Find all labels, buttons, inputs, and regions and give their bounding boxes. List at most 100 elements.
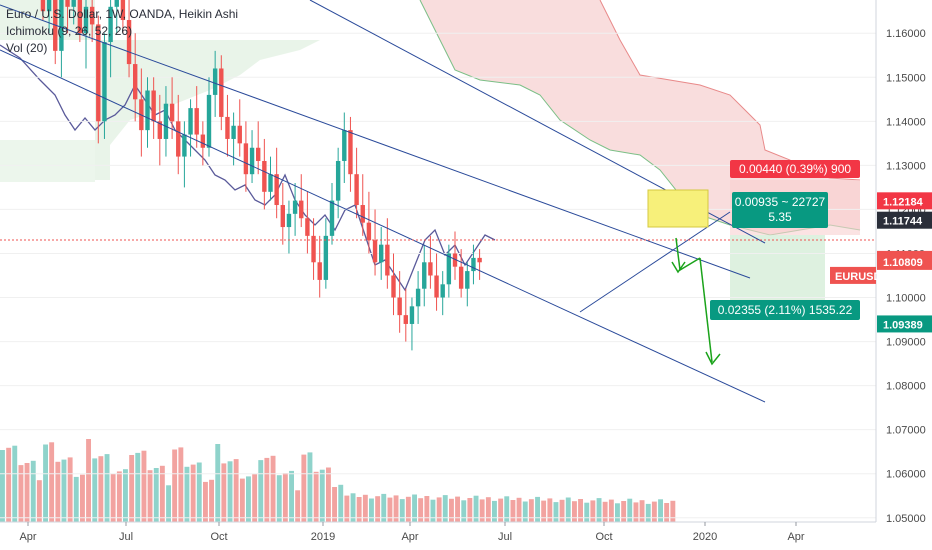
candle-body xyxy=(219,68,224,117)
volume-bar xyxy=(0,450,5,522)
volume-bar xyxy=(418,498,424,522)
candle-body xyxy=(59,0,64,51)
x-tick-label: Apr xyxy=(787,531,804,543)
volume-bar xyxy=(559,499,565,522)
y-tick-label: 1.14000 xyxy=(886,116,926,128)
y-tick-label: 1.05000 xyxy=(886,513,926,525)
volume-bar xyxy=(172,449,178,522)
volume-bar xyxy=(129,455,135,522)
volume-bar xyxy=(639,500,645,522)
y-tick-label: 1.07000 xyxy=(886,425,926,437)
volume-bar xyxy=(43,444,48,522)
candle-body xyxy=(409,306,415,324)
volume-bar xyxy=(399,499,405,522)
volume-bar xyxy=(584,502,590,522)
y-tick-label: 1.06000 xyxy=(886,469,926,481)
volume-bar xyxy=(239,478,245,522)
candle-body xyxy=(311,235,316,263)
volume-bar xyxy=(209,479,214,522)
candle-body xyxy=(379,244,384,263)
volume-bar xyxy=(651,501,657,522)
volume-bar xyxy=(98,456,104,522)
candle-body xyxy=(65,0,70,7)
candle-body xyxy=(335,160,341,201)
volume-bar xyxy=(658,499,663,522)
volume-bar xyxy=(190,464,196,522)
volume-bar xyxy=(424,496,430,522)
volume-bar xyxy=(615,503,620,522)
volume-bar xyxy=(492,500,497,522)
x-tick-label: 2019 xyxy=(311,531,335,543)
volume-bar xyxy=(541,500,547,522)
volume-bar xyxy=(621,501,627,522)
volume-bar xyxy=(203,481,208,522)
volume-bar xyxy=(485,497,491,522)
price-tag-label: 1.10809 xyxy=(883,257,923,269)
candle-body xyxy=(385,244,390,276)
volume-bar xyxy=(504,496,510,522)
green-annotation-text-2: 0.02355 (2.11%) 1535.22 xyxy=(718,303,853,317)
volume-bar xyxy=(553,502,559,522)
green-annotation-line1: 0.00935 ~ 22727 xyxy=(735,195,826,209)
price-tag xyxy=(877,211,932,229)
candle-body xyxy=(71,0,76,7)
candle-body xyxy=(305,218,310,236)
x-tick-label: Oct xyxy=(210,531,227,543)
volume-bar xyxy=(479,499,485,522)
volume-bar xyxy=(295,490,301,522)
volume-bar xyxy=(289,470,294,522)
trendline-support xyxy=(579,211,731,313)
candle-body xyxy=(354,174,359,206)
volume-bar xyxy=(387,497,393,522)
candle-body xyxy=(212,68,218,95)
price-tag xyxy=(877,315,932,333)
volume-bar xyxy=(6,447,12,522)
volume-bar xyxy=(301,454,307,522)
volume-bar xyxy=(547,498,553,522)
volume-bar xyxy=(572,501,577,522)
chart-legend: Euro / U.S. Dollar, 1W, OANDA, Heikin As… xyxy=(6,6,238,57)
volume-bar xyxy=(86,439,91,522)
candle-body xyxy=(237,125,242,144)
volume-bar xyxy=(405,496,411,522)
green-annotation-box xyxy=(732,192,828,228)
volume-bar xyxy=(319,469,325,522)
candle-body xyxy=(46,0,52,12)
volume-bar xyxy=(473,495,479,522)
candle-body xyxy=(348,130,353,175)
candle-body xyxy=(323,235,329,280)
candle-body xyxy=(391,275,396,298)
green-annotation-box-2 xyxy=(710,300,860,320)
volume-bar xyxy=(12,445,18,522)
candle-body xyxy=(372,240,378,263)
x-tick-label: Jul xyxy=(119,531,133,543)
volume-bar xyxy=(535,496,540,522)
volume-bar xyxy=(516,497,522,522)
volume-bar xyxy=(664,503,670,522)
candle-body xyxy=(286,213,292,228)
ichimoku-cloud-green-left xyxy=(0,20,95,182)
x-tick-label: Apr xyxy=(401,531,418,543)
volume-bar xyxy=(455,496,460,522)
arrow-head-1 xyxy=(671,261,686,274)
candle-body xyxy=(200,134,206,148)
candle-body xyxy=(268,174,273,192)
volume-bar xyxy=(264,457,270,522)
volume-bar xyxy=(369,498,374,522)
price-tag xyxy=(877,252,932,270)
volume-bar xyxy=(608,499,614,522)
volume-bar xyxy=(393,495,399,522)
candle-body xyxy=(133,64,138,100)
y-tick-label: 1.16000 xyxy=(886,28,926,40)
x-tick-label: Oct xyxy=(595,531,612,543)
volume-bar xyxy=(233,459,239,522)
y-tick-label: 1.13000 xyxy=(886,160,926,172)
volume-bar xyxy=(510,500,516,522)
legend-ichimoku: Ichimoku (9, 26, 52, 26) xyxy=(6,24,133,38)
candle-body xyxy=(77,0,83,34)
volume-bar xyxy=(578,499,583,522)
candle-body xyxy=(428,262,433,276)
y-tick-label: 1.08000 xyxy=(886,381,926,393)
